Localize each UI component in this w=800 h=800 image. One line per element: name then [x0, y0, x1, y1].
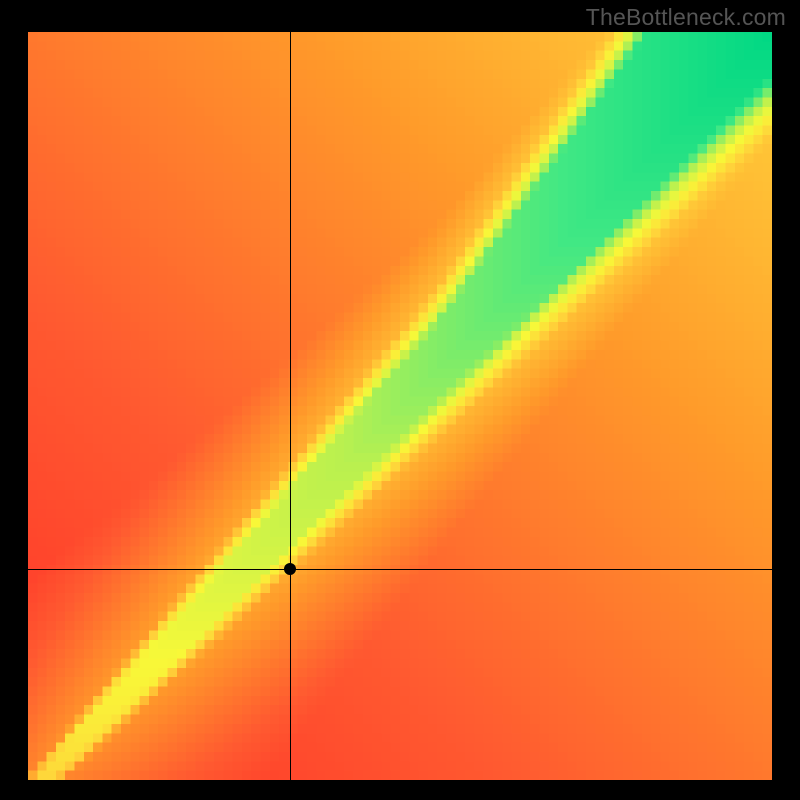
heatmap-canvas — [28, 32, 772, 780]
crosshair-marker — [284, 563, 296, 575]
heatmap-plot-area — [28, 32, 772, 780]
crosshair-horizontal — [28, 569, 772, 570]
watermark-text: TheBottleneck.com — [586, 4, 786, 31]
crosshair-vertical — [290, 32, 291, 780]
